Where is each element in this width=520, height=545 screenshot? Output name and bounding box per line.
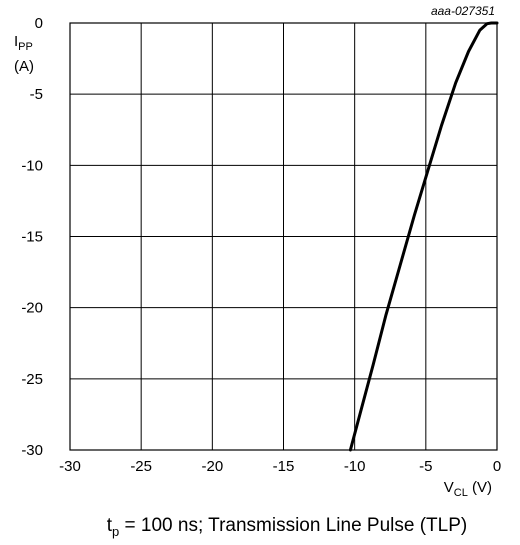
- caption-text: = 100 ns; Transmission Line Pulse (TLP): [119, 515, 467, 536]
- x-axis-label-symbol: V: [444, 479, 454, 496]
- x-tick-labels: -30 -25 -20 -15 -10 -5 0: [59, 458, 501, 475]
- x-tick-label: -5: [419, 458, 432, 475]
- y-tick-label: -5: [30, 86, 43, 103]
- grid-lines: [69, 22, 498, 451]
- data-series: [348, 21, 499, 452]
- y-tick-labels: 0 -5 -10 -15 -20 -25 -30: [21, 15, 43, 459]
- y-axis-label: IPP: [14, 33, 33, 53]
- y-axis-label-subscript: PP: [18, 41, 33, 53]
- figure-caption: tp = 100 ns; Transmission Line Pulse (TL…: [107, 515, 467, 539]
- y-tick-label: -25: [21, 371, 43, 388]
- x-tick-label: -10: [344, 458, 366, 475]
- y-axis-label-symbol: I: [14, 33, 18, 50]
- caption-symbol: t: [107, 515, 113, 536]
- y-tick-label: -30: [21, 442, 43, 459]
- y-tick-label: -20: [21, 300, 43, 317]
- x-tick-label: -20: [201, 458, 223, 475]
- series-line: [348, 21, 499, 452]
- x-axis-label-unit: (V): [468, 479, 492, 496]
- x-axis-label-subscript: CL: [454, 487, 468, 499]
- y-tick-label: -10: [21, 157, 43, 174]
- caption-subscript: p: [112, 524, 119, 539]
- x-axis-label: VCL (V): [444, 479, 492, 499]
- figure-id: aaa-027351: [431, 4, 495, 18]
- y-tick-label: 0: [35, 15, 43, 32]
- plot-area-border: [69, 22, 498, 451]
- y-axis-unit: (A): [14, 58, 34, 75]
- x-tick-label: -15: [273, 458, 295, 475]
- x-tick-label: -25: [130, 458, 152, 475]
- y-tick-label: -15: [21, 229, 43, 246]
- x-tick-label: 0: [493, 458, 501, 475]
- x-tick-label: -30: [59, 458, 81, 475]
